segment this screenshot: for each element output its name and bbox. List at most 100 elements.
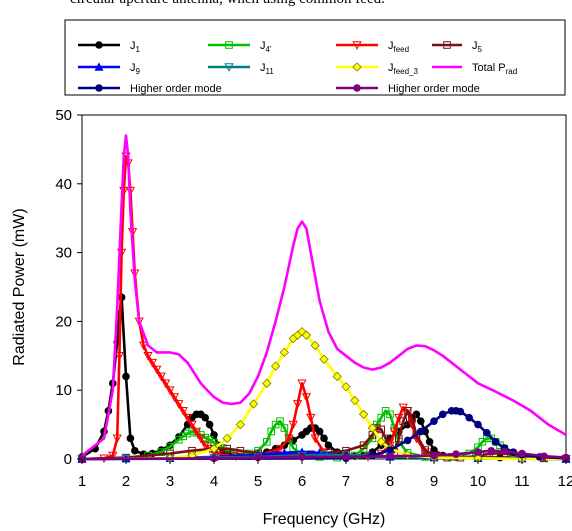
figure-caption: circular aperture antenna, when using co… [70,0,385,8]
data-point [319,354,329,364]
data-point [236,446,245,455]
data-point [292,400,303,409]
data-point [417,417,425,425]
legend-swatch-marker [225,41,233,49]
data-point [500,447,509,456]
legend-entry: J9 [78,62,141,76]
data-point [165,386,175,396]
y-tick-label: 50 [55,107,72,124]
data-point [178,407,188,416]
y-tick-label: 40 [55,176,72,193]
series-7 [81,134,567,457]
data-point [310,434,320,444]
data-point [114,352,125,361]
data-point [474,448,482,456]
x-tick-label: 10 [470,473,487,490]
y-tick-label: 20 [55,313,72,330]
legend-label: J4' [260,40,272,54]
data-point [403,407,412,415]
data-point [174,400,184,409]
data-point [320,434,328,443]
x-tick-label: 2 [122,473,130,490]
x-tick-label: 5 [254,473,262,490]
data-point [205,420,214,429]
legend-swatch-marker [95,84,103,92]
data-point [126,434,135,443]
legend-label: Higher order mode [388,83,480,95]
data-point [315,427,324,436]
data-point [179,432,187,441]
y-tick-label: 0 [64,451,72,468]
data-point [425,438,434,446]
data-point [430,451,438,460]
legend-entry: Higher order mode [78,83,222,95]
data-point [403,436,412,445]
legend-entry: Jfeed [336,40,409,54]
series-line [81,330,566,461]
data-point [112,434,122,444]
data-point [270,361,281,371]
data-point [377,413,385,422]
plot-border [81,114,567,460]
data-point [284,434,294,444]
legend-swatch-marker [443,41,451,49]
legend-box [64,19,566,96]
data-point [279,347,290,358]
data-point [297,379,307,389]
data-point [465,413,474,422]
x-tick-label: 3 [166,473,174,490]
data-point [205,435,214,444]
data-point [386,452,394,461]
x-tick-label: 1 [78,473,86,490]
x-tick-label: 6 [298,473,306,490]
data-point [408,413,416,422]
data-point [152,365,162,375]
data-point [306,413,316,423]
data-point [540,452,548,461]
data-point [160,379,171,389]
data-point [223,444,231,453]
data-point [288,420,298,430]
data-point [359,441,368,450]
data-point [395,434,403,443]
data-point [358,409,369,419]
series-2 [77,152,571,464]
legend-entry: J11 [208,62,274,76]
plot-area [81,114,567,460]
y-tick-label: 10 [55,382,72,399]
data-point [377,425,385,434]
legend-label: J1 [130,40,141,54]
x-tick-label: 9 [430,473,438,490]
data-point [319,451,329,460]
data-point [439,410,447,419]
legend-swatch-marker [353,84,361,92]
legend-label: Higher order mode [130,83,222,95]
data-point [196,434,206,444]
data-point [156,372,166,382]
y-axis-label: Radiated Power (mW) [11,208,28,365]
series-line [81,155,567,461]
data-point [376,437,386,447]
data-point [518,449,526,458]
series-layer [77,134,571,464]
data-point [389,427,400,437]
data-point [421,446,429,454]
series-9 [78,446,570,463]
legend-swatch-marker [352,62,362,72]
data-point [483,429,491,437]
data-point [301,330,312,340]
legend-entry: J4' [208,40,272,54]
data-point [108,451,118,461]
data-point [262,378,272,388]
legend-entry: J5 [432,40,483,54]
legend-swatch-marker [352,41,362,50]
x-tick-label: 8 [386,473,394,490]
data-point [487,446,496,455]
x-axis-label: Frequency (GHz) [263,511,386,528]
data-point [147,358,158,368]
data-point [182,413,193,423]
legend-swatch-marker [224,63,234,72]
data-point [430,417,438,425]
data-point [169,393,180,402]
